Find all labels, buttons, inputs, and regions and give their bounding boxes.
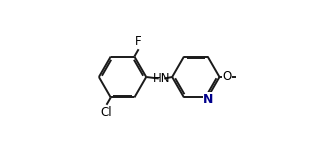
Text: F: F — [135, 35, 142, 48]
Text: Cl: Cl — [100, 106, 111, 119]
Text: O: O — [222, 71, 232, 83]
Text: N: N — [203, 93, 214, 106]
Text: HN: HN — [153, 72, 170, 85]
